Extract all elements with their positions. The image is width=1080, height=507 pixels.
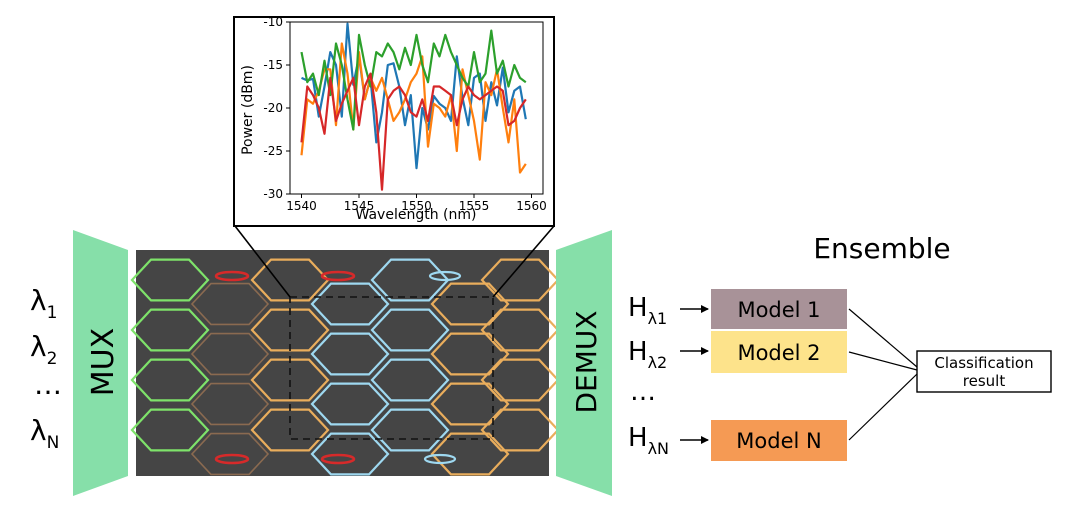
lattice-cell bbox=[130, 258, 210, 302]
spectrum-series-2 bbox=[300, 42, 527, 174]
waveguide-lattice bbox=[130, 258, 560, 476]
output-h-lambda-2: Hλ2 bbox=[628, 337, 667, 372]
lattice-cell bbox=[370, 258, 450, 302]
lattice-coupler bbox=[214, 453, 250, 465]
lattice-cell bbox=[250, 308, 330, 352]
x-tick-label: 1550 bbox=[401, 199, 432, 213]
lattice-cell bbox=[430, 432, 510, 476]
x-axis-label: Wavelength (nm) bbox=[356, 207, 477, 223]
spectrum-series-4 bbox=[300, 72, 527, 191]
lattice-cell bbox=[480, 308, 560, 352]
model-1-box bbox=[711, 289, 847, 329]
lattice-cell bbox=[130, 408, 210, 452]
spectrum-series-3 bbox=[300, 29, 527, 131]
wavelength-inputs: λ1 λ2 … λN bbox=[30, 284, 62, 453]
demux-block bbox=[556, 230, 612, 496]
y-tick-label: -10 bbox=[263, 15, 283, 29]
lattice-cell bbox=[370, 408, 450, 452]
lattice-cell bbox=[480, 358, 560, 402]
ensemble-title: Ensemble bbox=[813, 232, 950, 265]
input-ellipsis: … bbox=[34, 368, 62, 401]
x-tick-label: 1555 bbox=[459, 199, 490, 213]
x-tick-label: 1560 bbox=[516, 199, 547, 213]
lattice-cell bbox=[430, 332, 510, 376]
lattice-cell bbox=[310, 382, 390, 426]
output-labels: Hλ1 Hλ2 … HλN bbox=[628, 293, 669, 458]
output-h-lambda-n: HλN bbox=[628, 423, 669, 458]
classification-result-box bbox=[916, 350, 1052, 393]
x-tick-label: 1545 bbox=[344, 199, 375, 213]
lattice-cell bbox=[250, 358, 330, 402]
output-h-lambda-1: Hλ1 bbox=[628, 293, 667, 328]
lattice-coupler bbox=[214, 270, 250, 282]
y-tick-label: -15 bbox=[263, 58, 283, 72]
lattice-cell bbox=[480, 258, 560, 302]
line-model-2-to-result bbox=[848, 351, 918, 371]
lattice-cell bbox=[190, 382, 270, 426]
lattice-cell bbox=[190, 282, 270, 326]
lattice-cell bbox=[310, 432, 390, 476]
demux-label: DEMUX bbox=[570, 310, 603, 413]
lattice-cell bbox=[310, 332, 390, 376]
lattice-cell bbox=[130, 308, 210, 352]
mux-block bbox=[73, 230, 128, 496]
classification-result-line-1: Classification bbox=[934, 354, 1033, 372]
lattice-cell bbox=[190, 332, 270, 376]
lattice-cell bbox=[310, 282, 390, 326]
line-model-1-to-result bbox=[848, 308, 918, 368]
lattice-coupler bbox=[423, 453, 457, 465]
y-tick-label: -30 bbox=[263, 187, 283, 201]
model-2-box bbox=[711, 331, 847, 373]
plot-axes: 1540 1545 1550 1555 1560 -10 -15 -20 -25 -30 bbox=[263, 15, 546, 213]
output-ellipsis: … bbox=[630, 377, 656, 407]
lattice-cell bbox=[480, 408, 560, 452]
y-axis-label: Power (dBm) bbox=[240, 65, 256, 155]
classification-result-line-2: result bbox=[963, 372, 1006, 390]
y-tick-label: -20 bbox=[263, 101, 283, 115]
lattice-cell bbox=[430, 282, 510, 326]
model-1-label: Model 1 bbox=[737, 298, 820, 322]
lattice-cell bbox=[250, 408, 330, 452]
line-model-n-to-result bbox=[848, 373, 918, 441]
model-n-box bbox=[711, 420, 847, 461]
zoom-connector-left bbox=[234, 225, 291, 298]
lattice-coupler bbox=[320, 453, 356, 465]
plot-series-group bbox=[300, 22, 527, 191]
lattice-cell bbox=[430, 382, 510, 426]
lattice-cell bbox=[370, 308, 450, 352]
zoom-connector-right bbox=[492, 225, 555, 298]
mux-label: MUX bbox=[86, 328, 121, 396]
input-lambda-1: λ1 bbox=[30, 284, 57, 323]
x-tick-label: 1540 bbox=[286, 199, 317, 213]
input-lambda-2: λ2 bbox=[30, 330, 57, 369]
zoom-region bbox=[289, 296, 494, 440]
lattice-cell bbox=[250, 258, 330, 302]
lattice-coupler bbox=[320, 270, 356, 282]
lattice-cell bbox=[370, 358, 450, 402]
input-lambda-n: λN bbox=[30, 414, 59, 453]
model-n-label: Model N bbox=[736, 429, 821, 453]
lattice-cell bbox=[130, 358, 210, 402]
lattice-coupler bbox=[428, 270, 462, 282]
y-tick-label: -25 bbox=[263, 144, 283, 158]
model-2-label: Model 2 bbox=[737, 341, 820, 365]
spectrum-plot: 1540 1545 1550 1555 1560 -10 -15 -20 -25 -30 Wave… bbox=[240, 15, 547, 223]
lattice-cell bbox=[190, 432, 270, 476]
